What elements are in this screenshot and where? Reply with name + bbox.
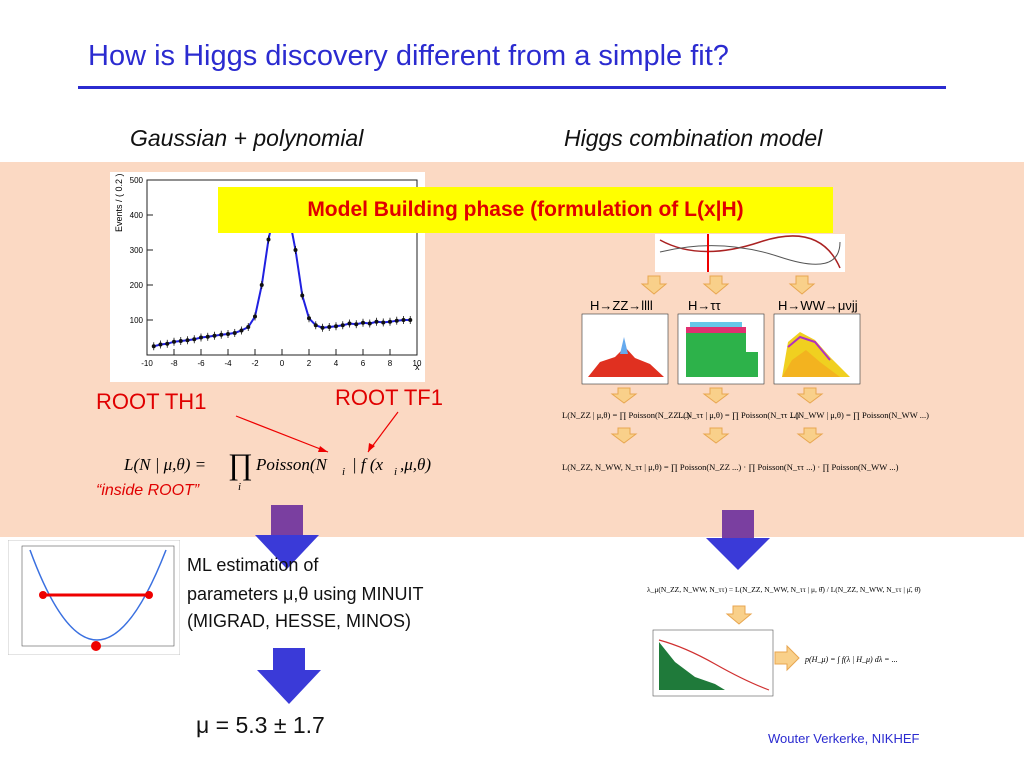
channel-label-zz: H→ZZ→llll (590, 298, 653, 313)
y-tick-label: 300 (130, 246, 144, 255)
y-tick-label: 500 (130, 176, 144, 185)
formula-function: | f (x (352, 455, 384, 474)
likelihood-formula: L(N | μ,θ) = ∏ i Poisson(N i | f (x i ,μ… (123, 448, 431, 492)
slide-title: How is Higgs discovery different from a … (88, 40, 729, 72)
formula-poisson-sub: i (342, 466, 345, 478)
interval-low-point (39, 591, 47, 599)
author-credit: Wouter Verkerke, NIKHEF (768, 731, 920, 746)
formula-product-index: i (238, 481, 241, 492)
ml-estimation-line-2: parameters μ,θ using MINUIT (187, 584, 424, 604)
formula-params: ,μ,θ) (400, 455, 431, 474)
formula-function-sub: i (394, 466, 397, 478)
combined-likelihood-term: L(N_ZZ, N_WW, N_ττ | μ,θ) = ∏ Poisson(N_… (562, 462, 899, 472)
right-column-heading: Higgs combination model (564, 125, 823, 151)
x-tick-label: 2 (307, 359, 312, 368)
fit-result: μ = 5.3 ± 1.7 (196, 712, 325, 738)
flow-arrow-left-1 (255, 505, 319, 569)
x-tick-label: 10 (413, 359, 422, 368)
formula-lhs: L(N | μ,θ) = (123, 455, 206, 474)
y-tick-label: 200 (130, 281, 144, 290)
p-value-formula: p(H_μ) = ∫ f(λ | H_μ) dλ = ... (804, 655, 898, 664)
tautau-channel-plot (677, 313, 765, 385)
profile-likelihood-ratio: λ_μ(N_ZZ, N_WW, N_ττ) = L(N_ZZ, N_WW, N_… (647, 585, 921, 594)
y-tick-label: 100 (130, 316, 144, 325)
y-tick-label: 400 (130, 211, 144, 220)
x-tick-label: 6 (361, 359, 366, 368)
x-tick-label: -2 (251, 359, 259, 368)
left-column-heading: Gaussian + polynomial (130, 125, 364, 151)
minimum-point (91, 641, 101, 651)
zz-channel-plot (581, 313, 669, 385)
combination-model-diagram: H→ZZ→llll H→ττ H→WW→μνjj L(N_ZZ | μ,θ) =… (562, 234, 929, 472)
x-axis-label: x (415, 362, 420, 372)
title-underline (78, 86, 946, 89)
flow-arrow-right (706, 510, 770, 570)
interval-high-point (145, 591, 153, 599)
root-th1-label: ROOT TH1 (96, 389, 207, 414)
likelihood-term-zz: L(N_ZZ | μ,θ) = ∏ Poisson(N_ZZ ...) (562, 410, 690, 420)
ml-estimation-line-1: ML estimation of (187, 555, 319, 575)
root-tf1-label: ROOT TF1 (335, 385, 443, 410)
likelihood-term-tautau: L(N_ττ | μ,θ) = ∏ Poisson(N_ττ ...) (678, 410, 799, 420)
x-tick-label: 4 (334, 359, 339, 368)
ml-estimation-line-3: (MIGRAD, HESSE, MINOS) (187, 611, 412, 631)
x-tick-label: -8 (170, 359, 178, 368)
likelihood-parabola (29, 549, 167, 641)
x-tick-label: -10 (141, 359, 153, 368)
x-tick-label: 8 (388, 359, 393, 368)
x-tick-label: -6 (197, 359, 205, 368)
inside-root-note: “inside ROOT” (96, 482, 200, 499)
test-statistic-panel: λ_μ(N_ZZ, N_WW, N_ττ) = L(N_ZZ, N_WW, N_… (647, 585, 921, 697)
channel-label-tautau: H→ττ (688, 298, 722, 313)
formula-poisson: Poisson(N (255, 455, 329, 474)
likelihood-term-ww: L(N_WW | μ,θ) = ∏ Poisson(N_WW ...) (790, 410, 929, 420)
flow-arrow-left-2 (257, 648, 321, 704)
x-tick-label: 0 (280, 359, 285, 368)
likelihood-scan-plot (8, 540, 180, 655)
model-building-banner: Model Building phase (formulation of L(x… (218, 187, 833, 233)
y-axis-label: Events / ( 0.2 ) (114, 173, 124, 232)
formula-product-symbol: ∏ (228, 448, 253, 481)
channel-label-ww: H→WW→μνjj (778, 298, 858, 313)
ww-channel-plot (773, 313, 861, 385)
top-combined-plot (655, 234, 845, 272)
x-tick-label: -4 (224, 359, 232, 368)
